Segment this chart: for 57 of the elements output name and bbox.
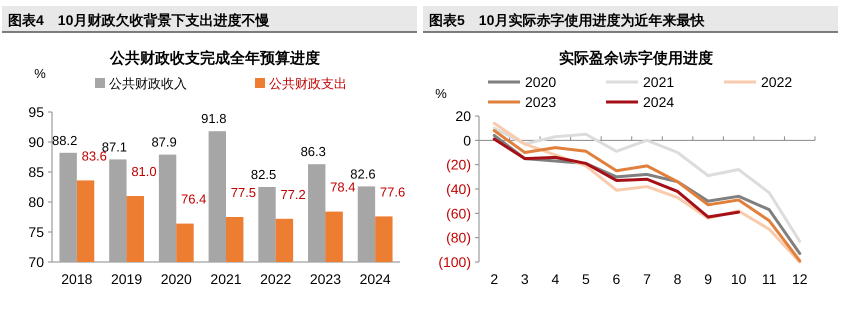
- x-tick-label: 2024: [360, 271, 391, 287]
- x-tick-label: 2020: [160, 271, 192, 287]
- x-tick-label: 2022: [260, 271, 292, 287]
- x-tick-label: 2023: [310, 271, 342, 287]
- data-label: 82.5: [250, 167, 276, 182]
- data-label: 81.0: [131, 164, 157, 179]
- line-series: [492, 138, 740, 218]
- data-label: 87.9: [151, 134, 177, 150]
- y-tick-label: (80): [446, 230, 471, 246]
- data-label: 91.8: [201, 111, 226, 126]
- x-tick-label: 3: [520, 271, 529, 287]
- y-tick-label: 70: [28, 254, 44, 270]
- x-tick-label: 12: [792, 271, 808, 287]
- legend-label: 2024: [643, 94, 674, 110]
- x-tick-label: 2019: [110, 271, 142, 287]
- x-tick-label: 7: [643, 271, 652, 287]
- y-tick-label: 80: [28, 194, 44, 210]
- x-tick-label: 2021: [210, 271, 242, 287]
- y-axis-title: %: [435, 86, 448, 101]
- legend-label: 2022: [761, 74, 792, 90]
- y-tick-label: 90: [28, 134, 44, 150]
- data-label: 76.4: [181, 192, 206, 207]
- y-tick-label: 75: [28, 224, 44, 240]
- legend-label: 公共财政收入: [109, 76, 187, 91]
- x-tick-label: 6: [612, 271, 621, 287]
- chart-subtitle: 实际盈余\赤字使用进度: [558, 49, 714, 67]
- chart-subtitle: 公共财政收支完成全年预算进度: [109, 49, 320, 67]
- legend-label: 2021: [643, 74, 674, 90]
- x-tick-label: 10: [730, 271, 747, 287]
- chart-title: 图表4 10月财政欠收背景下支出进度不慢: [8, 12, 270, 28]
- data-label: 88.2: [52, 132, 78, 148]
- x-tick-label: 8: [674, 271, 682, 287]
- legend-label: 公共财政支出: [269, 76, 347, 91]
- data-label: 86.3: [300, 144, 326, 160]
- data-label: 77.6: [380, 184, 406, 200]
- y-tick-label: (40): [446, 181, 471, 197]
- x-tick-label: 5: [582, 271, 590, 287]
- y-tick-label: 85: [28, 164, 44, 180]
- y-tick-label: (20): [446, 156, 471, 173]
- data-label: 77.5: [230, 185, 256, 200]
- chart-title: 图表5 10月实际赤字使用进度为近年来最快: [429, 12, 706, 28]
- y-tick-label: 20: [455, 108, 472, 124]
- data-label: 82.6: [350, 166, 376, 182]
- y-tick-label: 0: [463, 132, 472, 148]
- x-tick-label: 9: [704, 271, 712, 287]
- x-tick-label: 11: [762, 271, 777, 287]
- x-tick-label: 4: [551, 271, 560, 287]
- y-tick-label: (60): [446, 205, 471, 222]
- data-label: 78.4: [330, 180, 356, 195]
- legend-label: 2023: [525, 94, 556, 110]
- x-tick-label: 2: [490, 271, 498, 287]
- y-tick-label: (100): [438, 254, 471, 270]
- y-tick-label: 95: [28, 104, 44, 120]
- legend-label: 2020: [525, 74, 556, 90]
- data-label: 77.2: [280, 186, 306, 202]
- x-tick-label: 2018: [61, 271, 93, 287]
- y-axis-title: %: [34, 66, 46, 81]
